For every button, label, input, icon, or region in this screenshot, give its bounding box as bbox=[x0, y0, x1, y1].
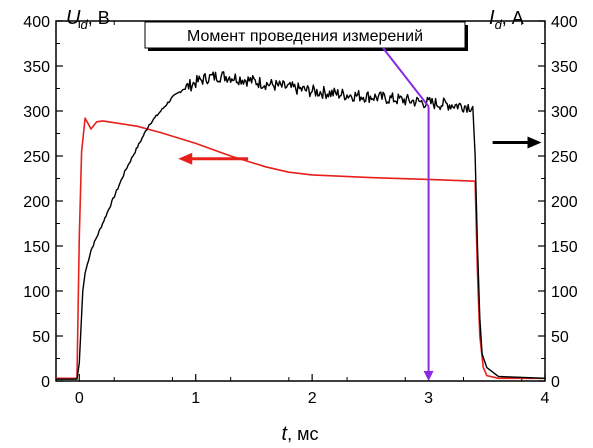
x-unit: , мс bbox=[287, 424, 318, 444]
series-ud-line bbox=[56, 117, 545, 380]
y-left-tick-label: 200 bbox=[23, 194, 50, 211]
x-tick-label: 0 bbox=[75, 390, 84, 407]
y-left-tick-label: 0 bbox=[41, 374, 50, 391]
measurement-arrowhead bbox=[423, 371, 434, 381]
label-pointer-line bbox=[382, 47, 430, 108]
y-left-tick-label: 400 bbox=[23, 14, 50, 31]
y-right-tick-label: 250 bbox=[551, 149, 578, 166]
y-right-tick-label: 350 bbox=[551, 59, 578, 76]
label-box bbox=[144, 21, 466, 49]
y-left-tick-label: 250 bbox=[23, 149, 50, 166]
y-right-tick-label: 300 bbox=[551, 104, 578, 121]
y-right-unit: , А bbox=[502, 8, 524, 28]
y-right-tick-label: 150 bbox=[551, 239, 578, 256]
y-left-tick-label: 50 bbox=[32, 329, 50, 346]
y-right-sub: d bbox=[495, 17, 503, 32]
y-left-tick-label: 350 bbox=[23, 59, 50, 76]
y-left-unit: , В bbox=[88, 8, 110, 28]
y-left-sub: d bbox=[80, 17, 88, 32]
series-layer bbox=[56, 71, 546, 380]
y-left-tick-label: 150 bbox=[23, 239, 50, 256]
series-id-line bbox=[56, 71, 546, 380]
left-axis-arrowhead bbox=[178, 152, 193, 165]
y-axis-left-ticks: 0 50 100 150 200 250 300 350 400 bbox=[23, 14, 63, 391]
y-right-tick-label: 100 bbox=[551, 284, 578, 301]
y-axis-left-title: Ud, В bbox=[66, 7, 110, 32]
y-right-tick-label: 50 bbox=[551, 329, 569, 346]
right-axis-arrowhead bbox=[527, 136, 542, 149]
x-axis-title: t, мс bbox=[282, 423, 319, 445]
y-right-tick-label: 400 bbox=[551, 14, 578, 31]
y-left-tick-label: 100 bbox=[23, 284, 50, 301]
x-var: t bbox=[282, 423, 289, 445]
y-right-tick-label: 0 bbox=[551, 374, 560, 391]
x-tick-label: 2 bbox=[308, 390, 317, 407]
x-tick-label: 4 bbox=[541, 390, 550, 407]
x-tick-label: 3 bbox=[424, 390, 433, 407]
y-right-tick-label: 200 bbox=[551, 194, 578, 211]
y-right-var: I bbox=[489, 7, 495, 29]
y-left-tick-label: 300 bbox=[23, 104, 50, 121]
plot-frame bbox=[55, 20, 546, 382]
y-left-var: U bbox=[66, 7, 81, 29]
y-axis-right-ticks: 0 50 100 150 200 250 300 350 400 bbox=[538, 14, 578, 391]
y-axis-right-title: Id, А bbox=[489, 7, 524, 32]
label-box-text: Момент проведения измерений bbox=[187, 28, 423, 45]
annotation-layer: Момент проведения измерений bbox=[144, 21, 542, 381]
x-tick-label: 1 bbox=[191, 390, 200, 407]
